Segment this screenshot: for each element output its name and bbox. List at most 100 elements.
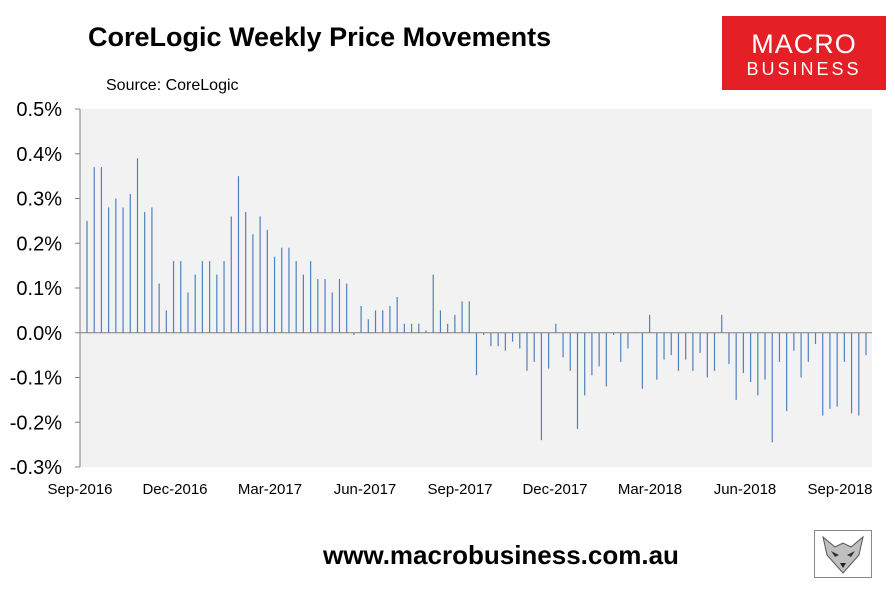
bar [288, 247, 290, 333]
bar [497, 332, 499, 347]
bar [439, 310, 442, 333]
bar [403, 323, 405, 333]
bar [108, 207, 110, 333]
bar [843, 332, 845, 362]
bar [576, 332, 579, 429]
bar [793, 332, 795, 351]
bar [165, 310, 167, 333]
bar [850, 332, 853, 414]
y-tick-label: 0.4% [16, 144, 62, 166]
x-tick-label: Mar-2018 [618, 481, 682, 498]
macrobusiness-logo[interactable]: MACRO BUSINESS [722, 16, 886, 90]
logo-line-macro: MACRO [751, 29, 857, 59]
bar [620, 332, 622, 362]
bar [447, 323, 449, 333]
bar [728, 332, 730, 365]
bar [158, 283, 160, 333]
bar [533, 332, 535, 362]
bar [281, 247, 283, 333]
bar [374, 310, 377, 333]
y-tick-label: -0.1% [10, 368, 62, 390]
bar [814, 332, 817, 344]
bar [519, 332, 521, 349]
bar [800, 332, 802, 378]
bar [786, 332, 788, 412]
bar [699, 332, 701, 353]
bar [346, 283, 348, 333]
bar [151, 207, 153, 333]
bar [172, 261, 175, 333]
y-tick-label: 0.3% [16, 189, 62, 211]
bar [555, 323, 557, 333]
chart-title: CoreLogic Weekly Price Movements [88, 22, 552, 52]
bar [548, 332, 550, 369]
bar [598, 332, 600, 367]
bar [663, 332, 665, 360]
bar [259, 216, 261, 333]
bar [778, 332, 781, 362]
bar [295, 261, 297, 333]
bar [223, 261, 225, 333]
bar [735, 332, 737, 400]
bar [100, 167, 103, 333]
bar [266, 229, 268, 333]
bar [569, 332, 571, 371]
bar [454, 314, 456, 333]
bar [483, 332, 485, 335]
bar [317, 279, 319, 333]
bar [656, 332, 658, 380]
footer-url[interactable]: www.macrobusiness.com.au [323, 540, 679, 570]
bar [187, 292, 189, 333]
bar [641, 332, 643, 389]
y-tick-label: -0.2% [10, 412, 62, 434]
bar [144, 211, 146, 333]
y-tick-label: 0.5% [16, 100, 62, 121]
y-tick-label: 0.0% [16, 323, 62, 345]
bar [807, 332, 809, 362]
bar [331, 292, 333, 333]
bar [122, 207, 124, 333]
bar [461, 301, 463, 333]
bar [749, 332, 752, 382]
bar [201, 261, 204, 333]
bar [771, 332, 773, 443]
bar [389, 305, 391, 333]
bar [584, 332, 586, 396]
bar [245, 211, 247, 333]
bar [742, 332, 744, 374]
bar [475, 332, 478, 376]
x-tick-label: Jun-2017 [334, 481, 397, 498]
bar [252, 234, 254, 333]
bar [382, 310, 384, 333]
bar [216, 274, 218, 333]
bar [504, 332, 506, 351]
bar [677, 332, 680, 371]
bar [562, 332, 564, 358]
x-tick-label: Sep-2017 [427, 481, 492, 498]
x-tick-label: Sep-2016 [47, 481, 112, 498]
bar [649, 314, 651, 333]
bar [627, 332, 629, 349]
x-tick-label: Mar-2017 [238, 481, 302, 498]
bar [540, 332, 543, 441]
fox-icon [814, 530, 872, 578]
bar [685, 332, 687, 360]
bar [237, 176, 240, 333]
bar [612, 332, 615, 335]
bar [764, 332, 766, 380]
bar [706, 332, 708, 378]
bar [410, 323, 413, 333]
bar [605, 332, 607, 387]
bar [396, 296, 398, 333]
bar [511, 332, 514, 342]
bar [360, 305, 362, 333]
logo-line-business: BUSINESS [746, 59, 862, 79]
bar [836, 332, 838, 407]
bar [230, 216, 232, 333]
bar [93, 167, 95, 333]
bar [418, 323, 420, 333]
x-tick-label: Dec-2016 [142, 481, 207, 498]
bar [338, 279, 341, 333]
bar [829, 332, 831, 409]
bar [324, 279, 326, 333]
